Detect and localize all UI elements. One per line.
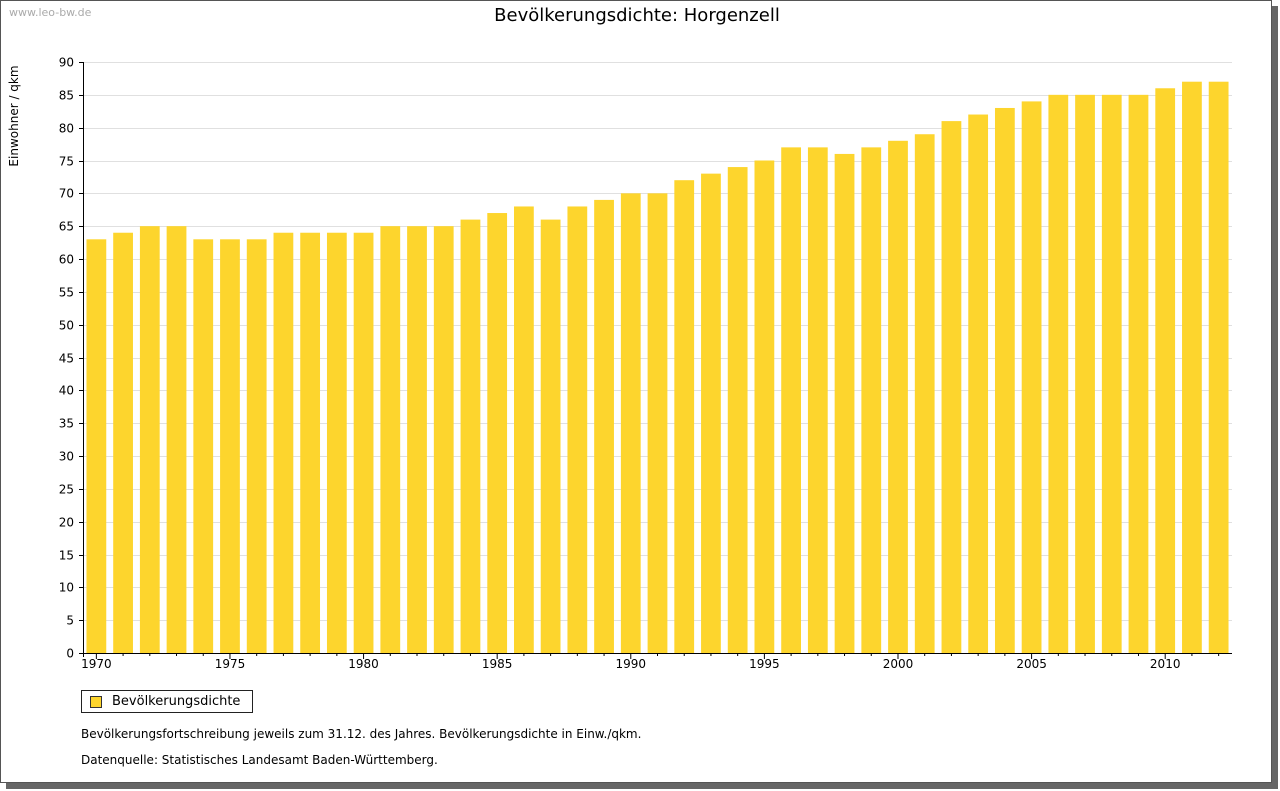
bar-1990 <box>620 193 641 654</box>
y-tick-label: 0 <box>66 647 74 661</box>
y-tick-label: 15 <box>59 549 74 563</box>
bar-1976 <box>246 239 267 654</box>
x-tick-label: 1970 <box>81 657 112 671</box>
bar-1980 <box>353 232 374 653</box>
y-tick-label: 65 <box>59 220 74 234</box>
bar-1984 <box>460 219 481 653</box>
bar-2012 <box>1208 81 1229 653</box>
bar-1985 <box>487 213 508 654</box>
bar-1981 <box>380 226 401 653</box>
bar-1991 <box>647 193 668 654</box>
bar-1973 <box>166 226 187 653</box>
bar-2002 <box>941 121 962 654</box>
bar-1986 <box>514 206 534 653</box>
x-tick-label: 1975 <box>215 657 246 671</box>
x-tick-label: 1990 <box>616 657 647 671</box>
y-tick-label: 30 <box>59 450 74 464</box>
bar-1994 <box>727 167 748 654</box>
bar-1998 <box>834 153 855 653</box>
axes <box>79 62 1232 659</box>
bar-chart: 0 5 10 15 20 25 30 35 40 45 50 55 60 65 70 75 80 85 90 197… <box>59 56 1232 671</box>
y-tick-label: 20 <box>59 516 74 530</box>
x-tick-label: 2005 <box>1016 657 1047 671</box>
y-tick-label: 5 <box>66 614 74 628</box>
bar-1974 <box>193 239 214 654</box>
y-tick-label: 80 <box>59 122 74 136</box>
footnote-source: Datenquelle: Statistisches Landesamt Bad… <box>81 753 438 767</box>
legend-label: Bevölkerungsdichte <box>112 694 241 709</box>
x-tick-label: 1985 <box>482 657 513 671</box>
bar-2004 <box>994 107 1015 653</box>
x-tick-label: 1980 <box>348 657 379 671</box>
y-tick-label: 40 <box>59 384 74 398</box>
bar-1982 <box>407 226 427 653</box>
y-tick-label: 70 <box>59 187 74 201</box>
chart-title: Bevölkerungsdichte: Horgenzell <box>494 5 780 26</box>
bar-1983 <box>433 226 454 653</box>
y-tick-label: 25 <box>59 483 74 497</box>
bar-1987 <box>540 219 561 653</box>
legend: Bevölkerungsdichte <box>81 690 254 713</box>
bar-2010 <box>1155 88 1176 654</box>
bar-1997 <box>807 147 828 653</box>
y-tick-label: 85 <box>59 89 74 103</box>
y-tick-label: 10 <box>59 581 74 595</box>
bar-1992 <box>674 180 695 653</box>
y-tick-label: 55 <box>59 286 74 300</box>
bar-2007 <box>1075 94 1095 654</box>
bar-2009 <box>1128 94 1149 654</box>
bar-1995 <box>754 160 775 653</box>
bar-1989 <box>594 199 614 653</box>
bar-2008 <box>1101 94 1122 654</box>
bar-1979 <box>326 232 347 653</box>
bar-2000 <box>888 140 908 654</box>
y-tick-label: 75 <box>59 155 74 169</box>
y-tick-label: 50 <box>59 319 74 333</box>
bar-1988 <box>567 206 588 653</box>
bar-2006 <box>1048 94 1069 654</box>
x-tick-label: 1995 <box>749 657 780 671</box>
y-tick-label: 90 <box>59 56 74 70</box>
bar-1996 <box>781 147 801 653</box>
bar-series <box>86 81 1229 654</box>
bar-1978 <box>300 232 321 653</box>
y-tick-label: 60 <box>59 253 74 267</box>
bar-2003 <box>968 114 989 654</box>
y-tick-label: 45 <box>59 352 74 366</box>
bar-1993 <box>701 173 721 653</box>
footnote-description: Bevölkerungsfortschreibung jeweils zum 3… <box>81 727 642 741</box>
bar-1971 <box>113 232 133 653</box>
watermark: www.leo-bw.de <box>9 6 92 19</box>
x-tick-labels: 1970 1975 1980 1985 1990 1995 2000 2005 2010 <box>81 657 1180 671</box>
bar-1970 <box>86 239 107 654</box>
bar-1999 <box>861 147 882 653</box>
bar-1975 <box>220 239 240 654</box>
y-tick-labels: 0 5 10 15 20 25 30 35 40 45 50 55 60 65 70 75 80 85 90 <box>59 56 74 661</box>
bar-2005 <box>1021 101 1042 653</box>
x-tick-label: 2000 <box>883 657 914 671</box>
y-tick-label: 35 <box>59 417 74 431</box>
bar-2001 <box>914 134 935 653</box>
bar-1972 <box>139 226 160 653</box>
bar-1977 <box>273 232 294 653</box>
legend-swatch <box>90 695 102 708</box>
bar-2011 <box>1182 81 1202 653</box>
x-tick-label: 2010 <box>1150 657 1181 671</box>
